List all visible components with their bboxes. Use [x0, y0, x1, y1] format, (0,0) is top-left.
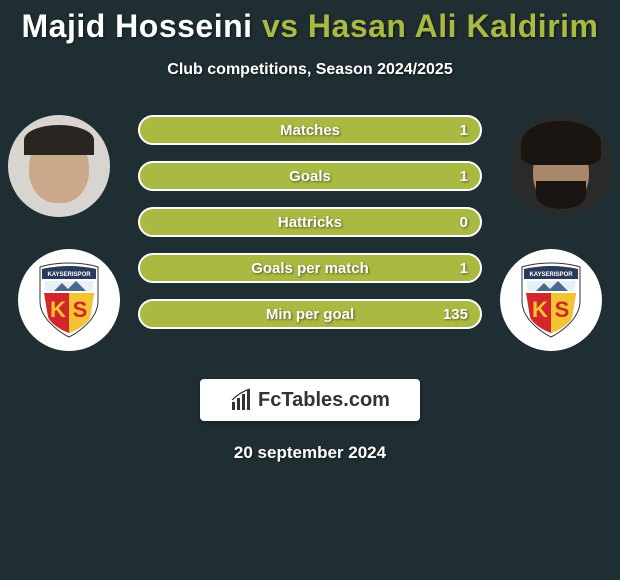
svg-text:S: S — [73, 297, 88, 322]
date-label: 20 september 2024 — [0, 443, 620, 463]
brand-box: FcTables.com — [200, 379, 420, 421]
stat-label: Matches — [280, 122, 340, 139]
player1-club-badge: KAYSERISPOR K S — [18, 249, 120, 351]
player1-name: Majid Hosseini — [22, 8, 253, 44]
stat-bars: Matches 1 Goals 1 Hattricks 0 Goals per … — [138, 115, 482, 345]
content-area: KAYSERISPOR K S KAYSERISPOR K — [0, 115, 620, 375]
stat-row-hattricks: Hattricks 0 — [138, 207, 482, 237]
stat-right-value: 1 — [460, 260, 468, 277]
stat-row-gpm: Goals per match 1 — [138, 253, 482, 283]
stat-right-value: 1 — [460, 122, 468, 139]
svg-text:KAYSERISPOR: KAYSERISPOR — [47, 272, 91, 278]
svg-text:S: S — [555, 297, 570, 322]
player1-avatar — [8, 115, 110, 217]
svg-text:K: K — [532, 297, 548, 322]
stat-label: Hattricks — [278, 214, 342, 231]
stat-label: Goals per match — [251, 260, 369, 277]
vs-label: vs — [262, 8, 299, 44]
club-shield-icon: KAYSERISPOR K S — [518, 261, 584, 339]
stat-right-value: 0 — [460, 214, 468, 231]
brand-chart-icon — [230, 388, 254, 412]
stat-label: Min per goal — [266, 306, 354, 323]
stat-label: Goals — [289, 168, 331, 185]
player2-name: Hasan Ali Kaldirim — [308, 8, 599, 44]
player2-avatar — [510, 115, 612, 217]
player2-club-badge: KAYSERISPOR K S — [500, 249, 602, 351]
svg-text:K: K — [50, 297, 66, 322]
stat-row-goals: Goals 1 — [138, 161, 482, 191]
comparison-title: Majid Hosseini vs Hasan Ali Kaldirim — [0, 0, 620, 45]
stat-row-mpg: Min per goal 135 — [138, 299, 482, 329]
brand-text: FcTables.com — [258, 389, 390, 412]
club-shield-icon: KAYSERISPOR K S — [36, 261, 102, 339]
stat-row-matches: Matches 1 — [138, 115, 482, 145]
subtitle: Club competitions, Season 2024/2025 — [0, 61, 620, 79]
stat-right-value: 135 — [443, 306, 468, 323]
stat-right-value: 1 — [460, 168, 468, 185]
svg-text:KAYSERISPOR: KAYSERISPOR — [529, 272, 573, 278]
